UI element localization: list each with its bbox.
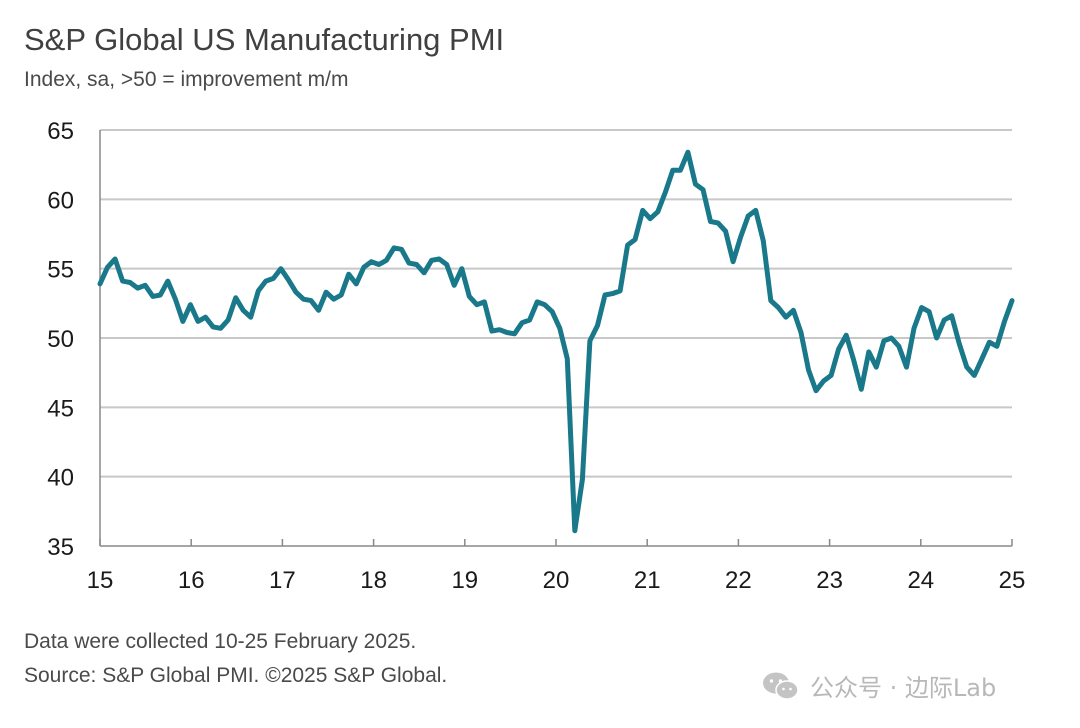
series-layer	[97, 149, 1015, 534]
x-tick-label: 20	[543, 567, 570, 594]
gridlines	[100, 129, 1012, 478]
y-tick-label: 40	[47, 465, 74, 492]
x-tick-label: 22	[725, 567, 752, 594]
y-tick-label: 35	[47, 534, 74, 561]
axes	[99, 130, 1013, 547]
x-tick-label: 23	[816, 567, 843, 594]
x-tick-label: 24	[907, 567, 934, 594]
y-tick-label: 45	[47, 395, 74, 422]
y-tick-label: 55	[47, 257, 74, 284]
y-tick-label: 60	[47, 187, 74, 214]
x-tick-label: 15	[87, 567, 114, 594]
source-note: Source: S&P Global PMI. ©2025 S&P Global…	[24, 664, 448, 687]
y-tick-label: 65	[47, 118, 74, 145]
watermark-text: 公众号 · 边际Lab	[810, 674, 997, 702]
data-collection-note: Data were collected 10-25 February 2025.	[24, 630, 417, 653]
x-tick-label: 17	[269, 567, 296, 594]
chart-title: S&P Global US Manufacturing PMI	[24, 22, 505, 57]
chart-subtitle: Index, sa, >50 = improvement m/m	[24, 68, 349, 91]
x-tick-label: 18	[360, 567, 387, 594]
x-tick-label: 25	[999, 567, 1026, 594]
tick-labels: 35 40 45 50 55 60 65 15 16 17 18 19 20 21 22 23 24 25	[47, 118, 1025, 594]
x-tick-label: 19	[451, 567, 478, 594]
pmi-line-chart: 35 40 45 50 55 60 65 15 16 17 18 19 20 21 22 23 24 25	[47, 118, 1025, 594]
wechat-icon	[763, 672, 799, 700]
series-line-0	[97, 149, 1015, 534]
x-tick-label: 21	[634, 567, 661, 594]
x-tick-label: 16	[178, 567, 205, 594]
y-tick-label: 50	[47, 326, 74, 353]
watermark: 公众号 · 边际Lab	[762, 668, 996, 703]
